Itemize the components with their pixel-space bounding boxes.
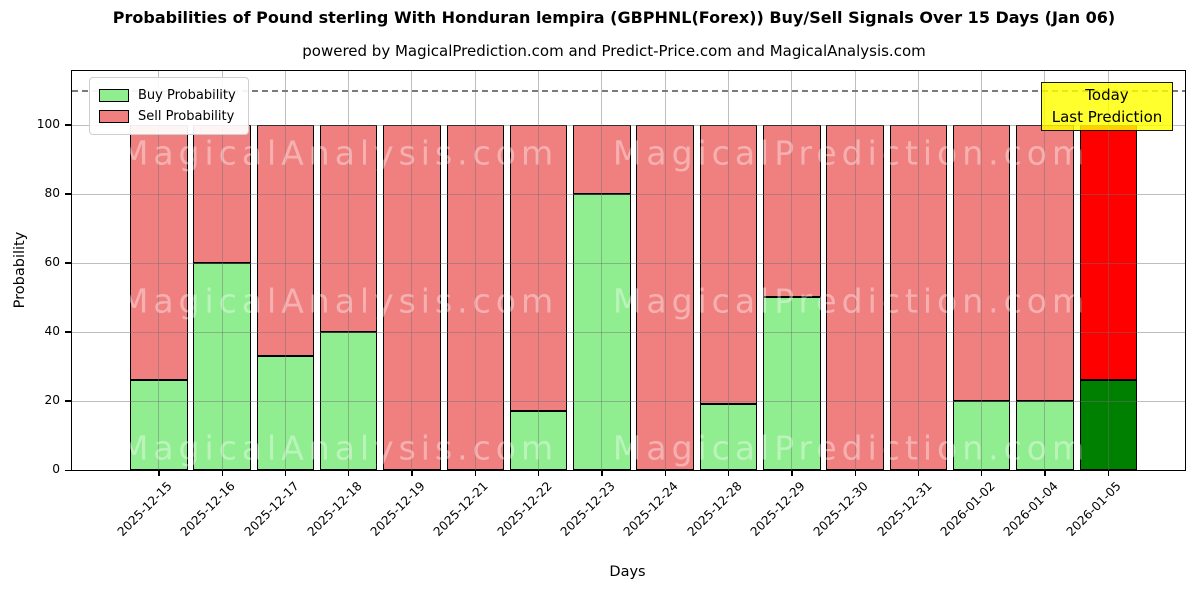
x-tick-label: 2025-12-28 (684, 479, 745, 539)
y-tick-mark (65, 331, 71, 333)
x-tick-label: 2025-12-23 (557, 479, 618, 539)
x-tick-mark (917, 470, 920, 476)
y-tick-label: 0 (52, 462, 60, 476)
x-tick-mark (538, 470, 540, 476)
x-tick-mark (284, 470, 287, 476)
bar-buy-2026-01-04 (1016, 400, 1074, 470)
bar-sell-2025-12-28 (699, 124, 758, 405)
chart-subtitle: powered by MagicalPrediction.com and Pre… (302, 42, 926, 60)
x-tick-mark (348, 470, 350, 476)
y-tick-mark (65, 193, 71, 195)
bar-sell-2026-01-05 (1079, 124, 1137, 381)
x-tick-label: 2025-12-30 (810, 479, 871, 539)
bar-sell-2025-12-29 (763, 124, 821, 298)
bar-sell-2025-12-18 (319, 124, 378, 332)
x-tick-label: 2026-01-02 (937, 479, 998, 539)
x-tick-mark (791, 470, 793, 476)
plot-area: MagicalAnalysis.com MagicalPrediction.com… (37, 70, 1186, 539)
x-tick-mark (411, 470, 413, 476)
bar-buy-2026-01-05 (1079, 380, 1137, 470)
bar-buy-2025-12-22 (509, 411, 568, 470)
bar-sell-2025-12-21 (446, 124, 504, 470)
legend-row-buy: Buy Probability (99, 85, 236, 106)
bar-buy-2025-12-28 (699, 404, 758, 470)
bar-sell-2025-12-23 (573, 124, 631, 194)
x-tick-mark (158, 470, 160, 476)
x-tick-label: 2025-12-31 (874, 479, 935, 539)
x-tick-mark (474, 470, 477, 476)
y-tick-mark (65, 400, 71, 402)
x-tick-mark (1107, 470, 1110, 476)
bar-sell-2026-01-04 (1016, 124, 1074, 401)
y-axis-label: Probability (12, 231, 28, 309)
x-tick-mark (664, 470, 666, 476)
bar-sell-2025-12-16 (193, 124, 251, 263)
y-tick-label: 60 (44, 254, 60, 269)
y-tick-mark (65, 469, 71, 471)
x-tick-label: 2026-01-05 (1064, 479, 1125, 539)
legend-buy-label: Buy Probability (138, 88, 236, 103)
buy-swatch-icon (99, 89, 129, 102)
legend-sell-label: Sell Probability (138, 109, 235, 124)
x-tick-label: 2025-12-29 (747, 479, 808, 539)
bar-sell-2025-12-22 (509, 124, 568, 412)
x-tick-mark (1044, 470, 1046, 476)
bar-buy-2025-12-16 (193, 262, 251, 470)
x-tick-label: 2025-12-17 (241, 479, 302, 539)
x-tick-mark (854, 470, 856, 476)
bar-buy-2025-12-15 (130, 380, 188, 470)
x-tick-mark (727, 470, 730, 476)
x-tick-label: 2025-12-19 (367, 479, 428, 539)
x-axis-label: Days (609, 564, 646, 580)
y-tick-label: 100 (36, 116, 60, 131)
bar-sell-2025-12-15 (130, 124, 188, 381)
y-tick-mark (65, 124, 71, 126)
x-tick-label: 2025-12-21 (431, 479, 492, 539)
bar-sell-2026-01-02 (952, 124, 1011, 401)
bar-sell-2025-12-24 (636, 124, 694, 470)
bar-buy-2025-12-18 (319, 331, 378, 470)
bar-buy-2026-01-02 (952, 400, 1011, 470)
x-tick-label: 2025-12-22 (494, 479, 555, 539)
bar-sell-2025-12-30 (826, 124, 884, 470)
bar-buy-2025-12-17 (256, 356, 315, 470)
chart-title: Probabilities of Pound sterling With Hon… (112, 8, 1116, 27)
upper-dashed-line (72, 90, 1185, 92)
y-tick-label: 40 (44, 323, 60, 338)
bar-sell-2025-12-19 (383, 124, 441, 470)
x-tick-label: 2025-12-15 (114, 479, 175, 539)
bar-buy-2025-12-29 (763, 297, 821, 470)
today-annotation-line2: Last Prediction (1051, 108, 1163, 126)
x-tick-mark (981, 470, 983, 476)
x-tick-label: 2025-12-24 (621, 479, 682, 539)
x-tick-mark (601, 470, 603, 476)
today-annotation-box: Today Last Prediction (1041, 82, 1173, 131)
x-tick-label: 2025-12-18 (304, 479, 365, 539)
x-tick-mark (221, 470, 223, 476)
legend-row-sell: Sell Probability (99, 106, 236, 127)
y-tick-mark (65, 262, 71, 264)
bar-sell-2025-12-17 (256, 124, 315, 357)
today-annotation-line1: Today (1085, 86, 1129, 104)
legend: Buy Probability Sell Probability (89, 77, 249, 135)
bar-sell-2025-12-31 (889, 124, 948, 470)
x-tick-label: 2026-01-04 (1000, 479, 1061, 539)
sell-swatch-icon (99, 110, 129, 123)
y-tick-label: 20 (44, 392, 60, 407)
y-tick-label: 80 (44, 185, 60, 200)
bar-buy-2025-12-23 (573, 193, 631, 470)
x-tick-label: 2025-12-16 (177, 479, 238, 539)
